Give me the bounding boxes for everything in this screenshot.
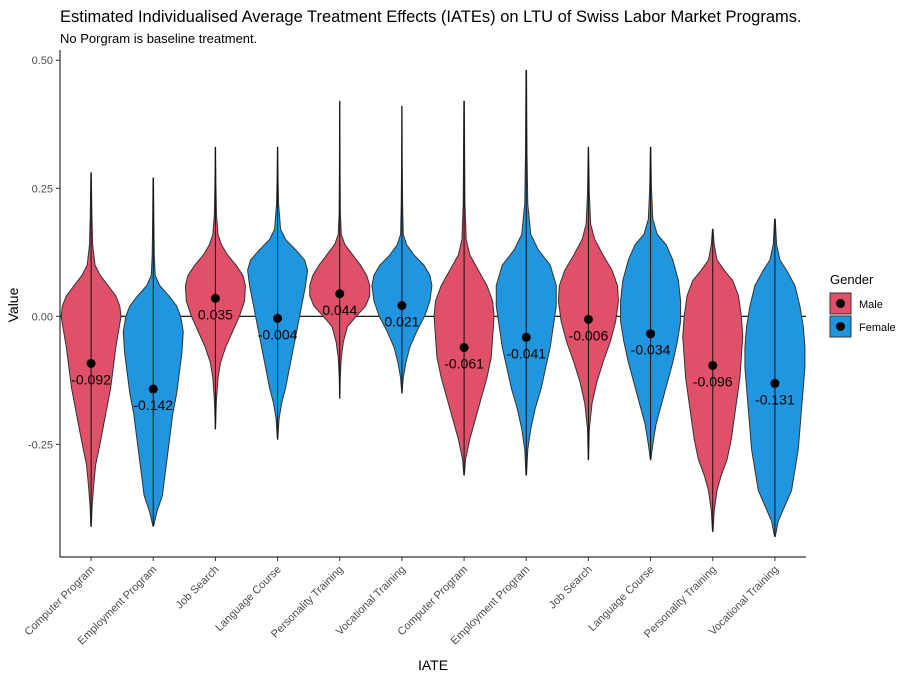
x-tick-label-12: Vocational Training — [707, 564, 781, 638]
data-label-6: 0.021 — [384, 314, 419, 330]
mean-point-12 — [770, 378, 780, 388]
chart-subtitle: No Porgram is baseline treatment. — [60, 31, 257, 46]
data-label-1: -0.092 — [71, 371, 111, 387]
x-tick-label-9: Job Search — [547, 564, 595, 612]
data-label-11: -0.096 — [693, 373, 733, 389]
x-axis-label: IATE — [418, 657, 448, 673]
mean-point-2 — [148, 384, 158, 394]
data-label-9: -0.006 — [569, 327, 609, 343]
data-label-2: -0.142 — [133, 397, 173, 413]
data-label-10: -0.034 — [631, 342, 671, 358]
x-tick-label-10: Language Course — [586, 564, 656, 634]
x-tick-label-7: Computer Program — [396, 564, 471, 639]
mean-point-10 — [646, 329, 656, 339]
legend-label-female: Female — [859, 322, 896, 334]
mean-point-1 — [86, 358, 96, 368]
chart-title: Estimated Individualised Average Treatme… — [60, 8, 802, 26]
legend-point-female — [836, 322, 845, 331]
mean-point-8 — [521, 332, 531, 342]
legend-point-male — [836, 299, 845, 308]
x-tick-label-1: Computer Program — [23, 564, 98, 639]
mean-point-6 — [397, 301, 407, 311]
mean-point-5 — [335, 289, 345, 299]
y-axis-label: Value — [5, 287, 21, 322]
y-tick-label-2: 0.00 — [32, 311, 53, 323]
y-tick-label-4: 0.50 — [32, 55, 53, 67]
mean-point-4 — [273, 313, 283, 323]
plot-area: -0.092 -0.142 0.035 -0.004 0.044 0.021 -0.061 -… — [23, 50, 806, 647]
legend-label-male: Male — [859, 299, 883, 311]
data-label-5: 0.044 — [322, 302, 357, 318]
mean-point-7 — [459, 343, 469, 353]
y-tick-label-1: -0.25 — [28, 439, 53, 451]
data-label-8: -0.041 — [506, 345, 546, 361]
data-label-7: -0.061 — [444, 356, 484, 372]
x-tick-label-4: Language Course — [213, 564, 283, 634]
y-tick-label-3: 0.25 — [32, 183, 53, 195]
mean-point-9 — [583, 314, 593, 324]
legend-title: Gender — [830, 272, 874, 287]
data-label-4: -0.004 — [258, 326, 298, 342]
legend: Gender Male Female — [829, 272, 896, 338]
mean-point-3 — [210, 293, 220, 303]
mean-point-11 — [708, 360, 718, 370]
data-label-12: -0.131 — [755, 391, 795, 407]
x-tick-label-6: Vocational Training — [334, 564, 408, 638]
x-tick-label-3: Job Search — [174, 564, 222, 612]
data-label-3: 0.035 — [198, 306, 233, 322]
